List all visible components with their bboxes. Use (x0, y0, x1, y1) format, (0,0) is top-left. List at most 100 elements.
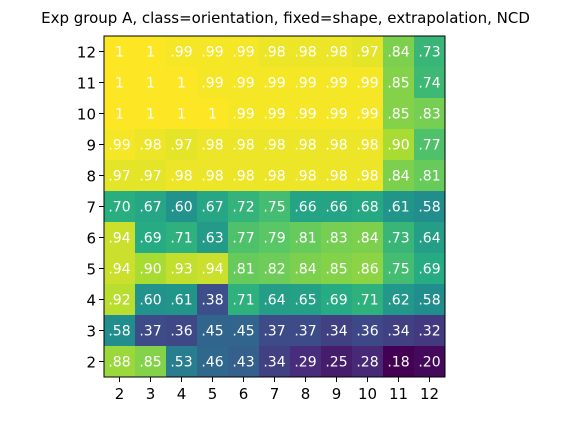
heatmap-cell (104, 36, 136, 68)
heatmap-cell (228, 36, 260, 68)
heatmap-cell (228, 253, 260, 285)
heatmap-cell (259, 284, 291, 316)
heatmap-cell-label: .99 (294, 76, 316, 92)
heatmap-cell (414, 315, 446, 347)
heatmap-cell-label: .71 (170, 231, 192, 247)
heatmap-cell-label: .18 (387, 355, 409, 371)
heatmap-cell-label: .67 (139, 200, 161, 216)
x-tick-label: 4 (177, 385, 187, 403)
heatmap-cell (414, 191, 446, 223)
x-tick-label: 3 (146, 385, 156, 403)
heatmap-cell (383, 129, 415, 161)
heatmap-cell-label: .99 (356, 76, 378, 92)
heatmap-cell (135, 98, 167, 130)
heatmap-cell (259, 253, 291, 285)
x-tick-label: 12 (420, 385, 439, 403)
heatmap-cell-label: .69 (418, 262, 440, 278)
heatmap-cell-label: .98 (263, 45, 285, 61)
heatmap-cell (352, 36, 384, 68)
heatmap-cell (197, 98, 229, 130)
heatmap-cell (197, 36, 229, 68)
heatmap-cell-label: .94 (108, 231, 130, 247)
heatmap-cell (321, 284, 353, 316)
heatmap-cell (352, 67, 384, 99)
heatmap-cell-label: .86 (356, 262, 378, 278)
heatmap-cell-label: .73 (418, 45, 440, 61)
heatmap-cell-label: .92 (108, 293, 130, 309)
heatmap-cell-label: .75 (387, 262, 409, 278)
heatmap-cell (104, 98, 136, 130)
heatmap-cell (290, 160, 322, 192)
heatmap-cell-label: .98 (356, 138, 378, 154)
heatmap-cell (383, 67, 415, 99)
x-tick-label: 10 (358, 385, 377, 403)
heatmap-cell-label: .29 (294, 355, 316, 371)
heatmap-cell (321, 222, 353, 254)
heatmap-cell (321, 129, 353, 161)
heatmap-cell (383, 36, 415, 68)
heatmap-cell-label: 1 (115, 76, 124, 92)
heatmap-cell-label: .34 (325, 324, 347, 340)
heatmap-cell-label: .98 (356, 169, 378, 185)
heatmap-cell-label: .79 (263, 231, 285, 247)
heatmap-cell (135, 67, 167, 99)
heatmap-cell (228, 160, 260, 192)
heatmap-cell (166, 98, 198, 130)
heatmap-cell-label: .85 (325, 262, 347, 278)
heatmap-cell-label: 1 (146, 76, 155, 92)
heatmap-cell-label: .84 (387, 169, 409, 185)
heatmap-cell-label: .28 (356, 355, 378, 371)
heatmap-cells (104, 36, 446, 378)
heatmap-cell-label: .81 (294, 231, 316, 247)
x-tick-label: 5 (208, 385, 218, 403)
heatmap-cell (414, 346, 446, 378)
heatmap-cell (352, 129, 384, 161)
heatmap-cell (383, 315, 415, 347)
heatmap-cell-label: .71 (232, 293, 254, 309)
heatmap-cell-label: .99 (294, 107, 316, 123)
heatmap-cell (290, 315, 322, 347)
heatmap-cell (290, 284, 322, 316)
heatmap-cell (228, 284, 260, 316)
heatmap-cell-label: .34 (263, 355, 285, 371)
heatmap-cell (104, 222, 136, 254)
heatmap-cell-label: .98 (139, 138, 161, 154)
heatmap-cell (104, 315, 136, 347)
heatmap-cell (352, 315, 384, 347)
heatmap-cell (135, 284, 167, 316)
heatmap-cell-label: 1 (177, 76, 186, 92)
heatmap-cell-label: .68 (356, 200, 378, 216)
x-tick-label: 2 (115, 385, 125, 403)
heatmap-cell-label: .69 (139, 231, 161, 247)
heatmap-cell (321, 315, 353, 347)
heatmap-cell (197, 253, 229, 285)
y-tick-label: 6 (86, 230, 96, 248)
heatmap-cell-label: .98 (294, 45, 316, 61)
heatmap-cell-label: .97 (356, 45, 378, 61)
heatmap-cell-label: .99 (232, 45, 254, 61)
heatmap-cell (104, 129, 136, 161)
heatmap-cell-label: .84 (387, 45, 409, 61)
y-tick-label: 3 (86, 323, 96, 341)
heatmap-cell-label: .83 (325, 231, 347, 247)
heatmap-cell-label: .61 (170, 293, 192, 309)
heatmap-cell-label: .64 (418, 231, 440, 247)
heatmap-cell-label: .99 (108, 138, 130, 154)
heatmap-cell-label: .99 (263, 76, 285, 92)
heatmap-cell (290, 222, 322, 254)
heatmap-cell-label: .98 (232, 138, 254, 154)
heatmap-cell (259, 315, 291, 347)
heatmap-cell-label: .98 (325, 169, 347, 185)
heatmap-cell (197, 315, 229, 347)
heatmap-cell-label: 1 (208, 107, 217, 123)
heatmap-cell (228, 191, 260, 223)
heatmap-cell (352, 284, 384, 316)
heatmap-cell (135, 36, 167, 68)
heatmap-cell-label: .45 (201, 324, 223, 340)
heatmap-cell-label: .99 (201, 76, 223, 92)
heatmap-cell-label: .53 (170, 355, 192, 371)
heatmap-cell-label: .98 (263, 138, 285, 154)
heatmap-cell-label: .97 (108, 169, 130, 185)
